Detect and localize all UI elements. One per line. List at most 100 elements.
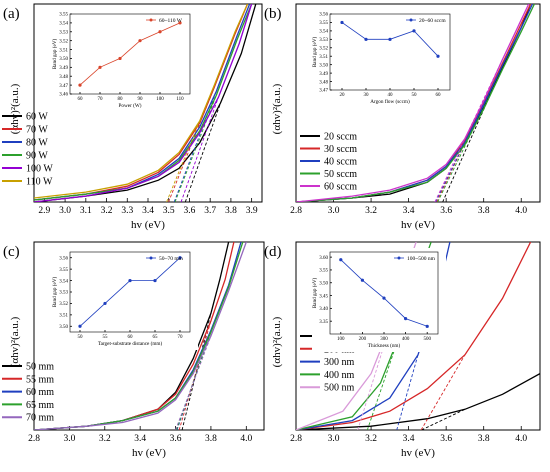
inset-point — [364, 37, 368, 41]
legend-label: 110 W — [26, 177, 53, 188]
series-line-50-sccm — [296, 4, 535, 202]
extrapolation-line — [421, 408, 466, 430]
x-tick-label: 3.6 — [170, 434, 182, 444]
inset-x-title: Argon flow (sccm) — [370, 98, 410, 105]
extrapolation-line — [434, 59, 503, 202]
panel-label: (c) — [3, 244, 20, 260]
inset-y-tick-label: 3.50 — [59, 57, 68, 62]
inset-y-tick-label: 3.56 — [319, 13, 328, 18]
series-line-100-W — [34, 4, 253, 202]
inset-line — [79, 22, 181, 86]
x-tick-label: 3.3 — [121, 206, 133, 216]
inset-point — [436, 54, 440, 58]
y-axis-title: (αhv)²(a.u.) — [9, 83, 21, 134]
x-tick-label: 3.9 — [246, 206, 258, 216]
inset-point — [412, 29, 416, 33]
inset-background — [52, 10, 198, 112]
inset-legend-marker — [397, 256, 401, 260]
inset-chart: 20 30 40 50 60 3.47 3.48 3.49 3.50 3.51 3.52 3.53 3.… — [311, 10, 458, 108]
panel-label: (d) — [264, 244, 282, 260]
inset-legend-label: 50~70 mm — [159, 256, 184, 262]
x-tick-label: 3.0 — [59, 206, 71, 216]
inset-x-tick-label: 100 — [337, 337, 345, 342]
inset-x-tick-label: 500 — [423, 337, 431, 342]
x-tick-label: 3.4 — [134, 434, 146, 444]
inset-point — [153, 278, 157, 283]
inset-x-tick-label: 55 — [103, 335, 109, 340]
chart-panel-3: 2.8 3.0 3.2 3.4 3.6 3.8 4.0 hv (eV) (αhv)²(a.u.)… — [2, 241, 265, 459]
inset-legend-marker — [149, 18, 153, 22]
inset-point — [339, 258, 343, 262]
panel-label: (a) — [3, 6, 20, 22]
x-axis-title: hv (eV) — [401, 447, 435, 459]
inset-point — [178, 256, 182, 260]
x-tick-label: 3.8 — [205, 434, 217, 444]
inset-x-tick-label: 80 — [118, 97, 124, 102]
inset-point — [178, 21, 182, 25]
x-tick-label: 3.6 — [184, 206, 196, 216]
legend-label: 400 nm — [324, 370, 355, 381]
inset-legend-marker — [409, 18, 413, 22]
x-tick-label: 2.8 — [290, 434, 302, 444]
inset-y-tick-label: 3.50 — [319, 63, 328, 68]
inset-x-tick-label: 200 — [359, 337, 367, 342]
plot-frame — [295, 241, 541, 431]
inset-y-tick-label: 3.47 — [319, 89, 328, 94]
legend-label: 90 W — [26, 151, 48, 162]
inset-x-tick-label: 40 — [388, 93, 394, 98]
legend-label: 70 mm — [26, 413, 54, 424]
legend-label: 20 sccm — [324, 132, 357, 143]
inset-y-tick-label: 3.51 — [59, 314, 68, 319]
inset-x-tick-label: 110 — [176, 97, 184, 102]
chart-panel-4: 2.8 3.0 3.2 3.4 3.6 3.8 4.0 hv (eV) (αhv)²(a.u.)… — [264, 241, 541, 459]
inset-x-title: Thickness (nm) — [368, 342, 401, 349]
legend-label: 60 sccm — [324, 182, 357, 193]
x-tick-label: 4.0 — [240, 434, 252, 444]
inset-x-tick-label: 60 — [128, 335, 134, 340]
inset-y-tick-label: 3.53 — [319, 38, 328, 43]
plot-frame — [33, 241, 265, 431]
y-axis-title: (αhv)²(a.u.) — [271, 83, 283, 134]
inset-x-tick-label: 50 — [412, 93, 418, 98]
x-tick-label: 3.7 — [204, 206, 216, 216]
inset-point — [118, 56, 122, 61]
legend-label: 70 W — [26, 125, 48, 136]
inset-point — [382, 296, 386, 300]
x-axis-title: hv (eV) — [132, 447, 166, 459]
x-tick-label: 3.4 — [403, 206, 415, 216]
inset-x-tick-label: 300 — [380, 337, 388, 342]
inset-y-tick-label: 3.35 — [319, 320, 328, 325]
inset-y-tick-label: 3.51 — [319, 55, 328, 60]
inset-legend-label: 60~110 W — [159, 18, 183, 24]
extrapolation-line — [184, 102, 221, 202]
legend-label: 50 sccm — [324, 169, 357, 180]
inset-y-tick-label: 3.53 — [59, 291, 68, 296]
x-tick-label: 3.2 — [365, 434, 377, 444]
series-group — [296, 4, 535, 202]
chart-panel-2: 2.8 3.0 3.2 3.4 3.6 3.8 4.0 hv (eV) (αhv)²(a.u.)… — [264, 3, 541, 231]
inset-point — [98, 65, 102, 69]
inset-y-tick-label: 3.55 — [59, 13, 68, 18]
legend-label: 55 mm — [26, 374, 54, 385]
x-tick-label: 3.2 — [99, 434, 111, 444]
inset-x-tick-label: 50 — [78, 335, 84, 340]
panel-label: (b) — [264, 6, 282, 22]
inset-x-tick-label: 60 — [78, 97, 84, 102]
inset-y-tick-label: 3.48 — [319, 80, 328, 85]
inset-y-tick-label: 3.50 — [319, 281, 328, 286]
inset-y-tick-label: 3.49 — [319, 72, 328, 77]
inset-y-tick-label: 3.52 — [319, 46, 328, 51]
inset-background — [312, 10, 458, 108]
inset-x-tick-label: 70 — [178, 335, 184, 340]
x-tick-label: 4.0 — [515, 206, 527, 216]
x-tick-label: 3.5 — [163, 206, 175, 216]
inset-y-tick-label: 3.51 — [59, 48, 68, 53]
x-tick-label: 3.1 — [80, 206, 92, 216]
x-tick-label: 2.8 — [28, 434, 40, 444]
series-line-60-W — [34, 4, 257, 202]
x-tick-label: 3.8 — [225, 206, 237, 216]
inset-y-tick-label: 3.45 — [319, 294, 328, 299]
inset-legend-label: 100~500 nm — [407, 256, 436, 262]
legend-label: 500 nm — [324, 383, 355, 394]
extrapolation-line — [435, 65, 503, 202]
